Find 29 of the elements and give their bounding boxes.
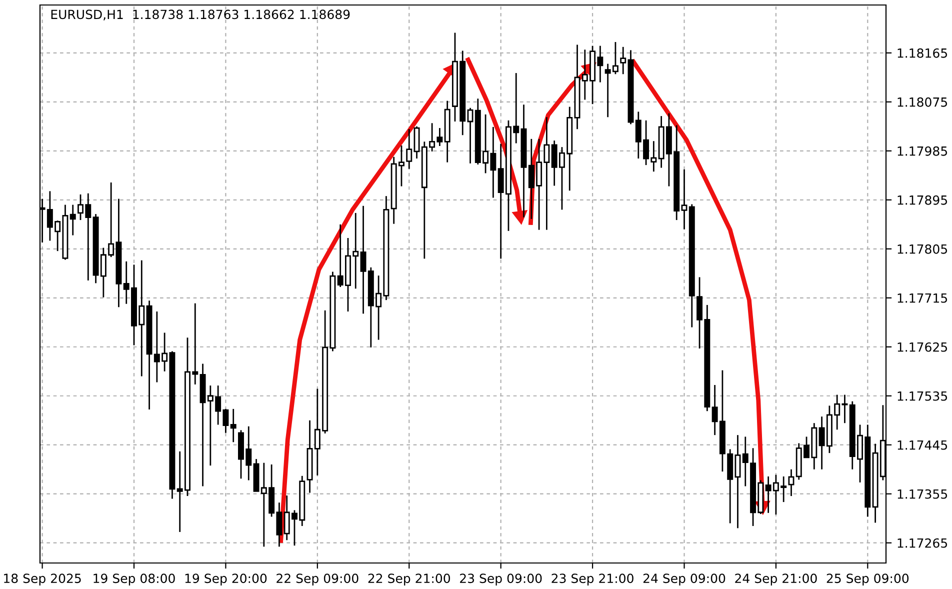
- y-tick-label: 1.17805: [898, 244, 948, 254]
- y-tick-label: 1.17265: [898, 538, 948, 548]
- x-tick-label: 24 Sep 21:00: [735, 574, 817, 586]
- x-tick-label: 22 Sep 09:00: [276, 574, 358, 586]
- x-tick-label: 25 Sep 09:00: [826, 574, 909, 586]
- candlestick: [681, 168, 688, 230]
- y-tick-label: 1.17715: [898, 294, 948, 303]
- candlestick: [620, 46, 626, 75]
- y-tick-label: 1.18165: [898, 48, 948, 58]
- x-tick-label: 22 Sep 21:00: [368, 574, 450, 586]
- y-tick-label: 1.17625: [898, 342, 948, 352]
- x-tick-label: 18 Sep 2025: [4, 574, 81, 586]
- y-tick-label: 1.18075: [898, 97, 948, 107]
- chart-title: EURUSD,H1 1.18738 1.18763 1.18662 1.18689: [51, 10, 350, 20]
- x-tick-label: 19 Sep 08:00: [94, 574, 175, 586]
- y-tick-label: 1.17895: [898, 195, 948, 205]
- x-tick-label: 23 Sep 21:00: [552, 574, 634, 586]
- candlestick: [788, 468, 794, 497]
- candlestick: [467, 107, 474, 164]
- candlestick: [734, 434, 741, 529]
- candlestick: [70, 204, 76, 236]
- x-tick-label: 19 Sep 20:00: [185, 574, 267, 586]
- y-tick-label: 1.17535: [898, 391, 948, 401]
- x-tick-label: 24 Sep 09:00: [643, 574, 726, 586]
- y-tick-label: 1.17985: [898, 146, 948, 156]
- y-tick-label: 1.17355: [898, 489, 948, 499]
- candlestick: [230, 408, 236, 443]
- x-tick-label: 23 Sep 09:00: [460, 574, 542, 586]
- y-tick-label: 1.17445: [898, 440, 948, 450]
